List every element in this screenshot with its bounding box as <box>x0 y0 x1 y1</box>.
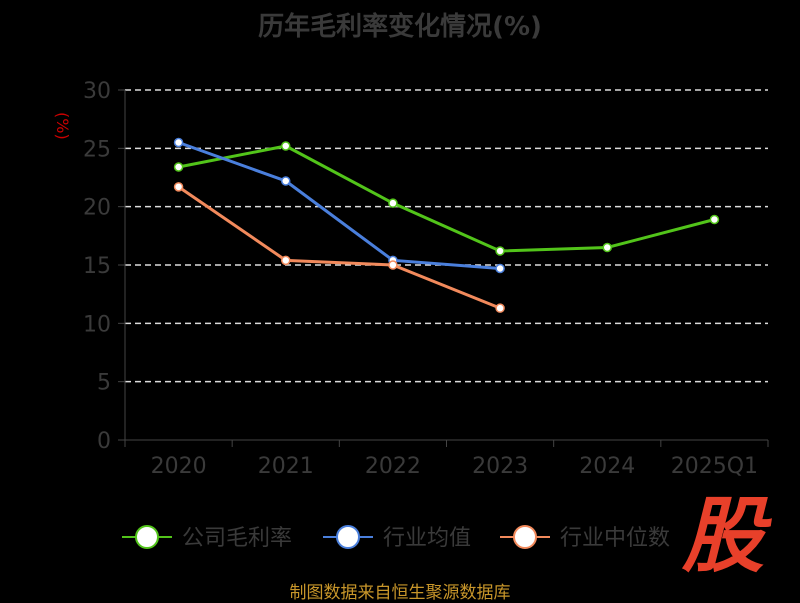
y-tick-label: 20 <box>83 196 111 221</box>
y-tick-label: 15 <box>83 254 111 279</box>
y-tick-label: 5 <box>97 371 111 396</box>
data-point <box>388 260 398 270</box>
x-tick-label: 2020 <box>151 454 207 479</box>
legend-label: 行业均值 <box>383 526 471 551</box>
x-tick-label: 2024 <box>579 454 635 479</box>
legend-marker <box>513 525 537 549</box>
data-point <box>709 214 720 225</box>
series-line <box>177 185 501 310</box>
data-point <box>281 176 291 186</box>
data-point <box>602 242 612 253</box>
y-tick-label: 10 <box>83 312 111 337</box>
logo: 股 <box>682 489 764 584</box>
data-point <box>173 162 184 172</box>
data-point <box>281 255 291 266</box>
x-tick-label: 2025Q1 <box>671 454 758 479</box>
x-tick-label: 2023 <box>472 454 528 479</box>
data-point <box>495 303 505 313</box>
data-point <box>495 246 505 256</box>
data-point <box>495 263 505 274</box>
data-point <box>281 141 291 151</box>
y-tick-label: 25 <box>83 137 111 162</box>
legend-marker <box>336 525 360 549</box>
data-point <box>173 137 184 148</box>
legend-label: 行业中位数 <box>560 526 670 551</box>
y-tick-label: 0 <box>97 429 111 454</box>
data-point <box>388 198 398 208</box>
chart-title: 历年毛利率变化情况(%) <box>258 12 542 42</box>
x-tick-label: 2021 <box>258 454 314 479</box>
series-line <box>178 141 501 270</box>
x-tick-label: 2022 <box>365 454 421 479</box>
series-line <box>178 144 715 253</box>
y-tick-label: 30 <box>83 79 111 104</box>
data-point <box>173 182 184 192</box>
legend-label: 公司毛利率 <box>182 526 292 551</box>
source-note: 制图数据来自恒生聚源数据库 <box>289 583 511 603</box>
legend-marker <box>135 525 159 549</box>
